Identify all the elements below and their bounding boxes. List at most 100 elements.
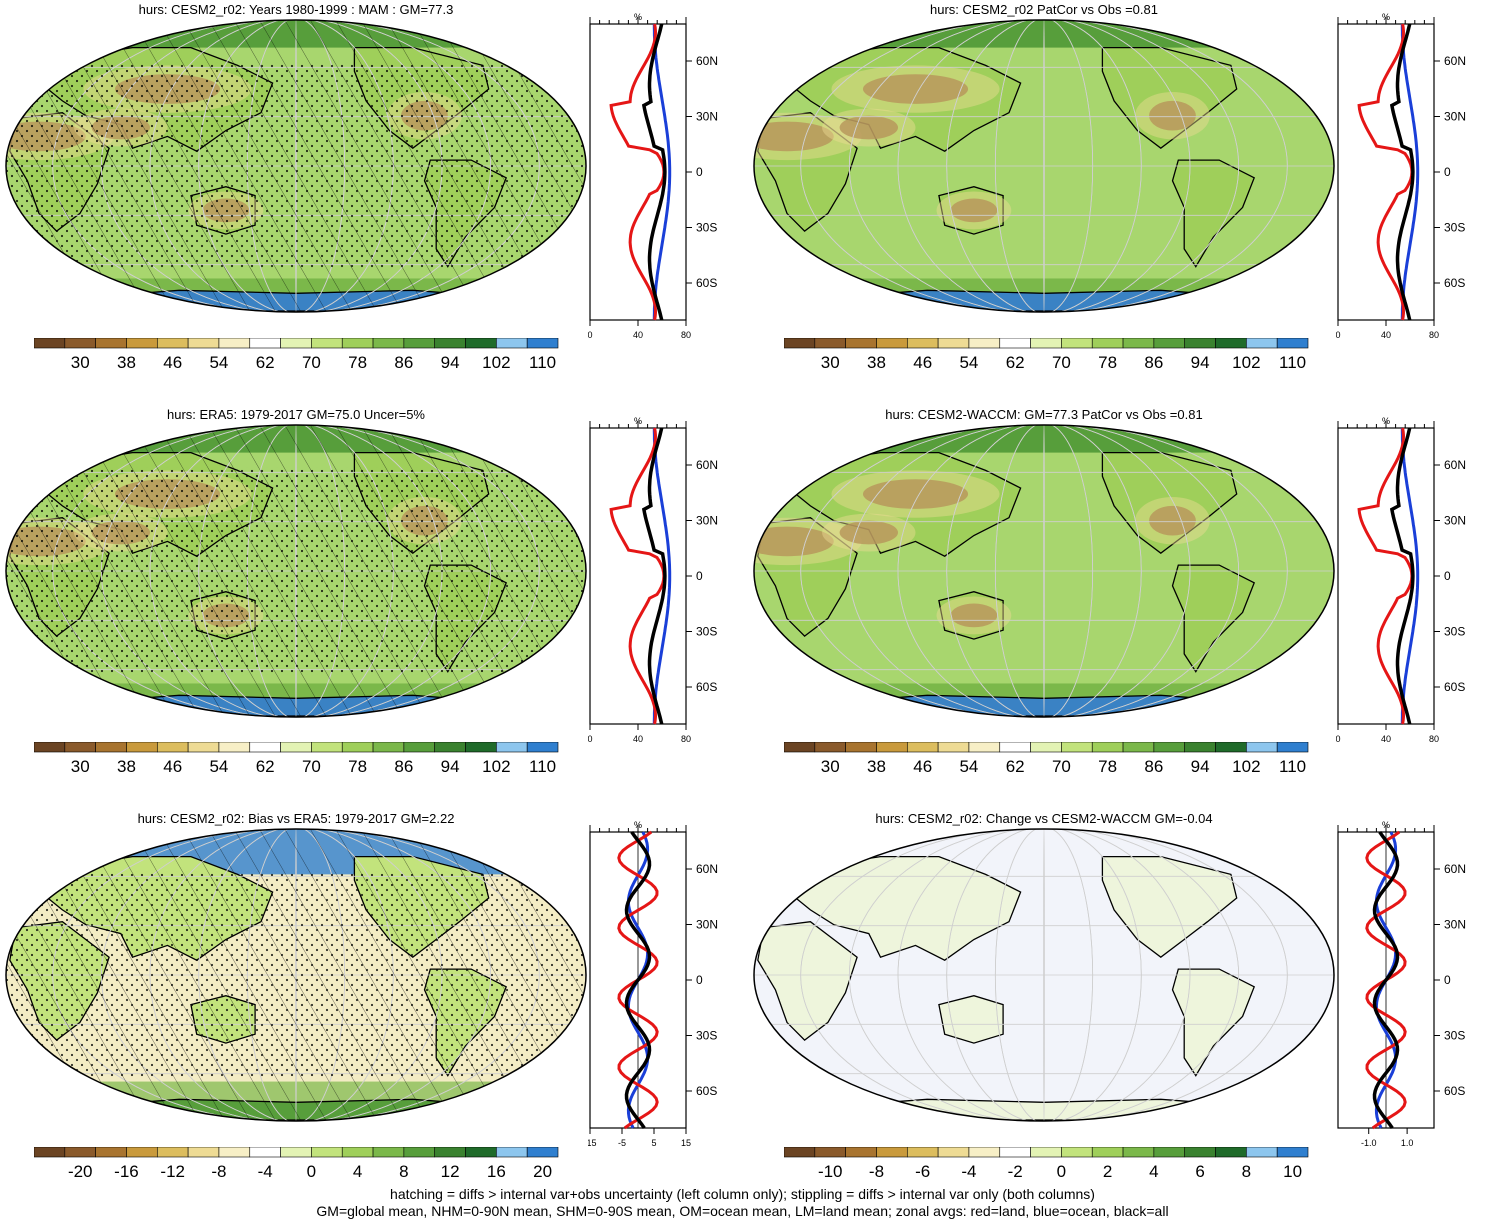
colorbar: -20 -16 -12 -8 -4 0 4 8 12 16 20 <box>34 1147 559 1181</box>
profile-xtick: 0 <box>1336 330 1341 340</box>
colorbar-label: 102 <box>482 353 510 372</box>
colorbar-swatch <box>434 338 466 349</box>
colorbar-swatch <box>218 1147 251 1158</box>
footer-line-1: hatching = diffs > internal var+obs unce… <box>390 1186 1095 1202</box>
desert-ausdes <box>950 603 998 628</box>
colorbar-swatch <box>280 742 312 753</box>
colorbar-swatch <box>187 742 220 753</box>
profile-xtick: 15 <box>681 1138 691 1148</box>
continent-greenland <box>1218 437 1255 460</box>
colorbar-label: 94 <box>441 757 460 776</box>
colorbar-label: 70 <box>1052 757 1071 776</box>
colorbar-label: 78 <box>1098 757 1117 776</box>
colorbar-swatch <box>126 742 158 753</box>
colorbar-label: 86 <box>394 757 413 776</box>
colorbar-swatch <box>814 742 846 753</box>
continent-greenland <box>470 841 507 864</box>
profile-xtick: 5 <box>651 1138 656 1148</box>
colorbar-swatch <box>1153 1147 1186 1158</box>
colorbar-swatch <box>937 742 970 753</box>
colorbar-label: 94 <box>441 353 460 372</box>
colorbar-label: 8 <box>1242 1162 1251 1181</box>
profile-ytick: 60S <box>696 1084 717 1098</box>
continent-namerica <box>1101 46 1238 150</box>
colorbar-swatch <box>434 742 466 753</box>
profile-xtick: 40 <box>1381 330 1391 340</box>
colorbar-swatch <box>64 1147 96 1158</box>
colorbar-label: 38 <box>117 353 136 372</box>
colorbar-swatch <box>1276 1147 1309 1158</box>
profile-ytick: 60N <box>696 458 718 472</box>
colorbar-swatch <box>465 338 497 349</box>
colorbar-swatch <box>187 338 220 349</box>
colorbar-label: 78 <box>348 757 367 776</box>
colorbar-label: 54 <box>209 353 228 372</box>
colorbar-label: -16 <box>114 1162 139 1181</box>
map-border <box>753 828 1335 1122</box>
colorbar-swatch <box>526 338 559 349</box>
colorbar-swatch <box>1246 1147 1278 1158</box>
colorbar-swatch <box>341 338 374 349</box>
colorbar-swatch <box>403 1147 436 1158</box>
colorbar: 30 38 46 54 62 70 78 86 94 102 110 <box>34 742 559 776</box>
continent-greenland <box>1218 841 1255 864</box>
profile-ytick: 30S <box>1444 221 1465 235</box>
continent-samerica <box>1171 968 1256 1077</box>
colorbar-label: 62 <box>256 353 275 372</box>
colorbar-swatch <box>784 742 816 753</box>
colorbar-swatch <box>1184 338 1216 349</box>
colorbar: 30 38 46 54 62 70 78 86 94 102 110 <box>784 742 1309 776</box>
colorbar-label: 30 <box>821 353 840 372</box>
colorbar-label: 110 <box>1279 757 1306 776</box>
colorbar-swatch <box>999 1147 1031 1158</box>
colorbar-swatch <box>372 742 405 753</box>
colorbar-swatch <box>814 338 846 349</box>
colorbar-swatch <box>372 1147 405 1158</box>
colorbar-label: 8 <box>399 1162 408 1181</box>
colorbar-swatch <box>1030 338 1062 349</box>
profile-xtick: 80 <box>1429 734 1439 744</box>
colorbar-label: -6 <box>915 1162 930 1181</box>
panel-title: hurs: CESM2_r02: Bias vs ERA5: 1979-2017… <box>137 811 455 826</box>
colorbar-label: 110 <box>529 353 556 372</box>
colorbar-swatch <box>1215 338 1247 349</box>
desert-tibet <box>862 74 969 104</box>
profile-xtick: 40 <box>633 734 643 744</box>
profile-ytick: 60S <box>696 276 717 290</box>
colorbar-label: 110 <box>529 757 556 776</box>
profile-xtick: 40 <box>1381 734 1391 744</box>
colorbar-label: -20 <box>68 1162 93 1181</box>
colorbar-label: 86 <box>1144 757 1163 776</box>
colorbar-label: -4 <box>258 1162 273 1181</box>
colorbar-swatch <box>311 338 343 349</box>
colorbar-swatch <box>496 1147 528 1158</box>
colorbar-swatch <box>1276 742 1309 753</box>
colorbar-swatch <box>526 1147 559 1158</box>
desert-namdes <box>1149 505 1196 536</box>
colorbar-label: 110 <box>1279 353 1306 372</box>
colorbar-swatch <box>845 742 877 753</box>
colorbar-label: 30 <box>71 353 90 372</box>
colorbar-label: 10 <box>1283 1162 1302 1181</box>
colorbar-swatch <box>1153 338 1186 349</box>
colorbar-label: 70 <box>302 353 321 372</box>
colorbar-swatch <box>1215 742 1247 753</box>
colorbar-swatch <box>1153 742 1186 753</box>
profile-xtick: 80 <box>681 734 691 744</box>
colorbar-label: 0 <box>1057 1162 1066 1181</box>
colorbar-swatch <box>156 338 189 349</box>
colorbar-swatch <box>876 338 908 349</box>
colorbar-swatch <box>372 338 405 349</box>
world-map <box>753 424 1335 718</box>
profile-xtick: 40 <box>633 330 643 340</box>
profile-ytick: 30N <box>696 514 718 528</box>
world-map <box>753 828 1335 1122</box>
profile-xtick: -15 <box>588 1138 597 1148</box>
profile-xtick: 0 <box>588 734 593 744</box>
colorbar-swatch <box>34 338 66 349</box>
profile-ytick: 30N <box>696 918 718 932</box>
profile-ytick: 30N <box>1444 918 1466 932</box>
colorbar-swatch <box>1246 742 1278 753</box>
colorbar-swatch <box>64 742 96 753</box>
